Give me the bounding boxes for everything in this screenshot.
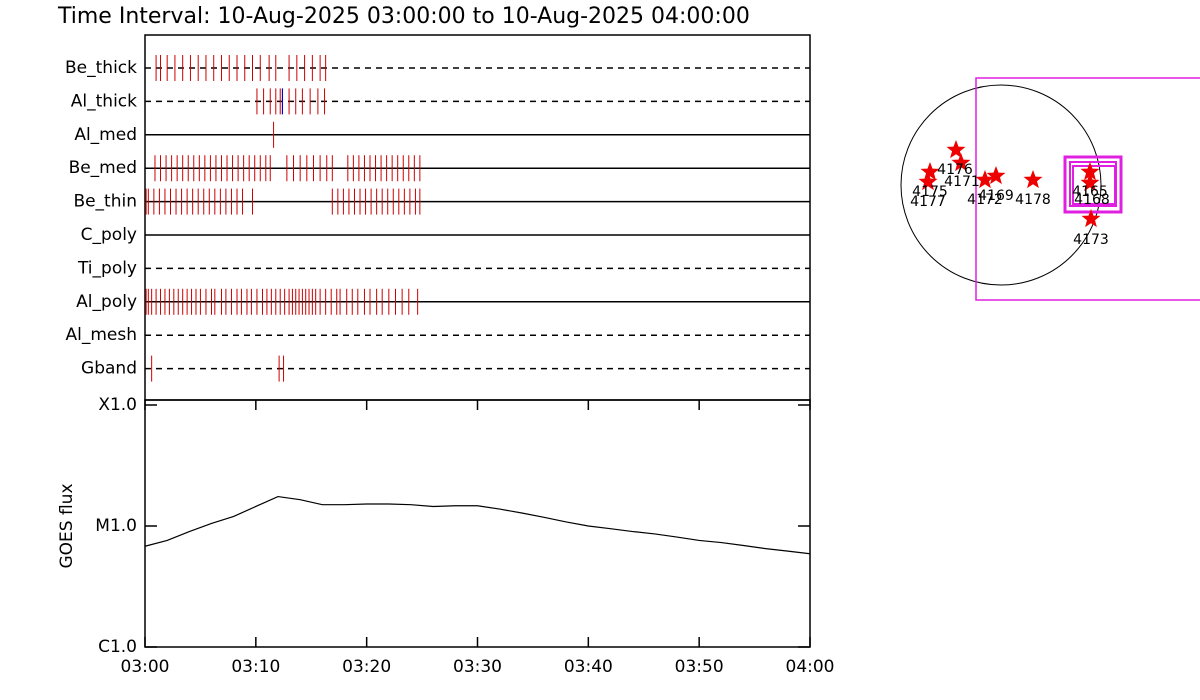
filter-label: Gband [81, 359, 137, 379]
solar-disk [900, 84, 1102, 286]
region-label: 4173 [1073, 232, 1109, 248]
region-star [1080, 173, 1100, 192]
title: Time Interval: 10-Aug-2025 03:00:00 to 1… [57, 4, 750, 29]
filter-label: Ti_poly [77, 258, 137, 278]
x-tick-label: 04:00 [786, 657, 835, 677]
filter-label: Al_med [74, 125, 137, 145]
y-tick-label: X1.0 [98, 395, 137, 415]
region-label: 4175 [912, 184, 948, 200]
region-label: 4169 [978, 188, 1014, 204]
region-star [1081, 209, 1101, 228]
filter-label: Al_mesh [65, 325, 137, 345]
region-star [918, 172, 938, 191]
y-tick-label: C1.0 [98, 637, 137, 657]
filter-label: Be_med [69, 158, 137, 178]
y-tick-label: M1.0 [95, 516, 137, 536]
fov-box [975, 77, 1200, 301]
fov-box [1072, 165, 1116, 205]
filter-label: Be_thick [65, 58, 137, 78]
region-star [986, 166, 1006, 185]
goes-curve [144, 495, 811, 555]
filter-label: Al_poly [76, 292, 137, 312]
fov-box [1063, 155, 1123, 214]
region-star [920, 162, 940, 181]
region-star [1080, 162, 1100, 181]
region-label: 4176 [937, 162, 973, 178]
region-star [975, 170, 995, 189]
y-axis-label: GOES flux [57, 483, 77, 568]
region-label: 4172 [967, 192, 1003, 208]
x-tick-label: 03:20 [342, 657, 391, 677]
filter-label: Al_thick [71, 91, 137, 111]
x-tick-label: 03:40 [564, 657, 613, 677]
region-label: 4177 [910, 194, 946, 210]
region-star [951, 153, 971, 172]
region-label: 4168 [1074, 192, 1110, 208]
filter-label: C_poly [81, 225, 137, 245]
filter-label: Be_thin [73, 192, 137, 212]
region-label: 4165 [1072, 184, 1108, 200]
x-tick-label: 03:00 [121, 657, 170, 677]
region-star [946, 140, 966, 159]
region-label: 4178 [1015, 192, 1051, 208]
x-tick-label: 03:50 [675, 657, 724, 677]
region-star [1023, 170, 1043, 189]
x-tick-label: 03:10 [231, 657, 280, 677]
region-label: 4171 [944, 174, 980, 190]
x-tick-label: 03:30 [453, 657, 502, 677]
